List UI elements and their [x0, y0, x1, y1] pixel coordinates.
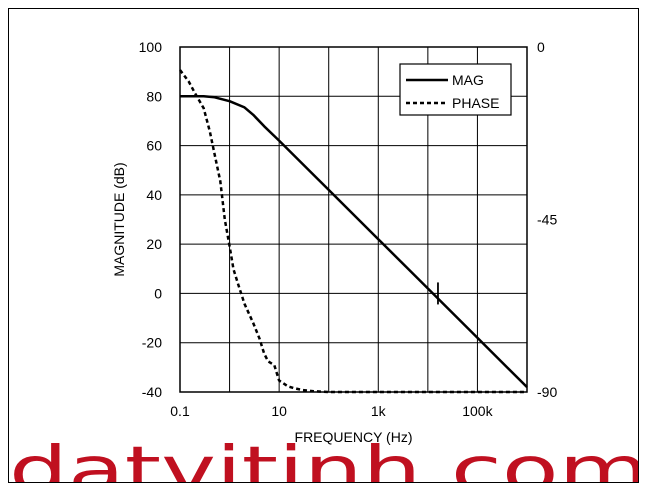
y-tick-label: 20 [146, 236, 162, 252]
y-tick-label: 80 [146, 88, 162, 104]
plot-area [179, 46, 528, 393]
y-tick-label: 0 [154, 285, 162, 301]
y-tick-label: -20 [142, 335, 162, 351]
y2-tick-label: -45 [537, 212, 557, 228]
y-axis-ticks: 100 80 60 40 20 0 -20 -40 [139, 39, 163, 400]
y2-axis-ticks: 0 -45 -90 [537, 39, 557, 400]
series-phase [179, 69, 527, 394]
y-tick-label: 40 [146, 187, 162, 203]
bode-plot: 100 80 60 40 20 0 -20 -40 0 -45 -90 0.1 10 1k 100k F… [9, 39, 639, 483]
x-tick-label: 1k [371, 403, 387, 419]
series-mag [180, 95, 528, 388]
x-tick-label: 10 [271, 403, 287, 419]
legend-label-mag: MAG [452, 72, 484, 88]
y2-tick-label: 0 [537, 39, 545, 55]
x-tick-label: 100k [462, 403, 493, 419]
y-tick-label: 60 [146, 138, 162, 154]
legend: MAG PHASE [399, 63, 512, 116]
y-axis-label: MAGNITUDE (dB) [111, 162, 127, 276]
chart-frame: 100 80 60 40 20 0 -20 -40 0 -45 -90 0.1 10 1k 100k F… [8, 8, 639, 483]
y2-tick-label: -90 [537, 384, 557, 400]
y-tick-label: 100 [139, 39, 163, 55]
grid [179, 46, 528, 393]
watermark-text: datvitinh.com [9, 434, 639, 483]
x-tick-label: 0.1 [170, 403, 190, 419]
curves [179, 69, 528, 394]
x-axis-label: FREQUENCY (Hz) [295, 429, 413, 445]
y-tick-label: -40 [142, 384, 162, 400]
legend-label-phase: PHASE [452, 95, 499, 111]
x-axis-ticks: 0.1 10 1k 100k [170, 403, 493, 419]
legend-box [399, 63, 512, 116]
